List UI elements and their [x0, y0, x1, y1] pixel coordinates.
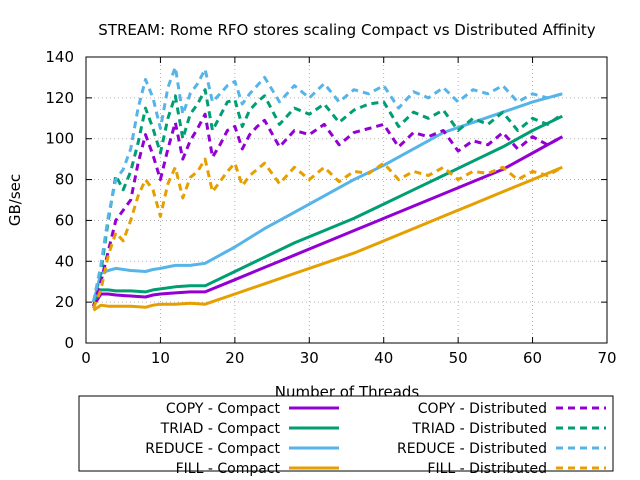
x-tick-label: 60 — [523, 349, 542, 367]
legend-label: REDUCE - Compact — [145, 441, 280, 457]
chart-title: STREAM: Rome RFO stores scaling Compact … — [98, 21, 596, 39]
plot-frame — [85, 56, 608, 344]
legend — [78, 395, 614, 472]
legend-label: FILL - Distributed — [427, 461, 547, 477]
series-line-reduce-distributed — [91, 65, 563, 303]
grid — [86, 57, 607, 343]
legend-label: COPY - Compact — [166, 401, 281, 417]
y-tick-label: 0 — [64, 334, 74, 352]
series-line-triad-distributed — [91, 88, 564, 303]
y-tick-label: 20 — [55, 293, 74, 311]
series-group — [91, 65, 564, 312]
legend-entries: COPY - Compact TRIAD - Compact REDUCE - Co… — [145, 401, 606, 477]
x-tick-label: 0 — [81, 349, 91, 367]
x-tick-label: 70 — [597, 349, 616, 367]
x-tick-label: 10 — [151, 349, 170, 367]
legend-label: REDUCE - Distributed — [397, 441, 547, 457]
x-tick-label: 50 — [449, 349, 468, 367]
series-line-copy-compact — [92, 135, 564, 307]
y-tick-label: 120 — [45, 89, 74, 107]
y-axis-label: GB/sec — [6, 174, 24, 226]
series-line-fill-compact — [92, 165, 563, 312]
series-line-fill-distributed — [92, 157, 564, 309]
series-line-reduce-compact — [91, 92, 563, 303]
series-line-copy-distributed — [91, 112, 564, 307]
y-tick-label: 140 — [45, 48, 74, 66]
legend-label: COPY - Distributed — [418, 401, 547, 417]
legend-label: TRIAD - Compact — [160, 421, 281, 437]
y-tick-label: 100 — [45, 130, 74, 148]
series-line-triad-compact — [92, 114, 563, 303]
y-tick-label: 40 — [55, 252, 74, 270]
axis-ticks: 0 10 20 30 40 50 60 70 0 20 40 60 80 100 120 140 — [45, 48, 616, 367]
y-tick-label: 80 — [55, 171, 74, 189]
x-tick-label: 30 — [300, 349, 319, 367]
legend-label: FILL - Compact — [176, 461, 281, 477]
x-tick-label: 40 — [374, 349, 393, 367]
y-tick-label: 60 — [55, 211, 74, 229]
legend-label: TRIAD - Distributed — [411, 421, 547, 437]
x-tick-label: 20 — [225, 349, 244, 367]
